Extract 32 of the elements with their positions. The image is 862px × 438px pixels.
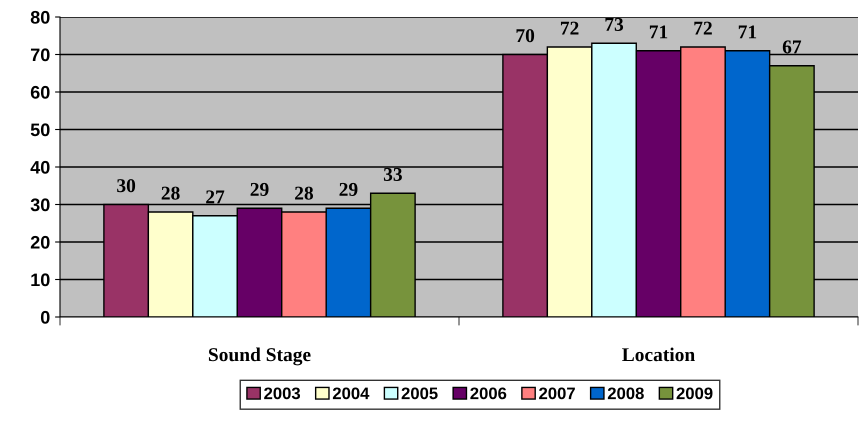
legend-label: 2006 — [470, 387, 506, 400]
data-label: 72 — [560, 22, 578, 35]
y-tick-label: 0 — [40, 310, 50, 324]
data-label: 28 — [162, 186, 180, 200]
y-tick-label: 40 — [30, 160, 50, 174]
data-label: 29 — [250, 182, 269, 196]
x-tick-label: Location — [622, 348, 695, 362]
data-label: 33 — [384, 168, 402, 181]
y-tick-label: 30 — [30, 198, 50, 212]
y-tick-label: 70 — [30, 48, 50, 62]
data-label: 73 — [605, 18, 624, 31]
legend-label: 2004 — [332, 387, 370, 400]
y-tick-label: 80 — [30, 10, 50, 24]
x-tick-label: Sound Stage — [208, 348, 311, 366]
data-label: 71 — [738, 25, 756, 38]
data-label: 28 — [295, 186, 314, 200]
data-label: 27 — [206, 190, 224, 204]
data-label: 30 — [117, 179, 136, 192]
y-tick-label: 10 — [31, 273, 50, 286]
y-tick-label: 60 — [30, 86, 50, 99]
legend-label: 2007 — [539, 387, 575, 400]
data-label: 72 — [694, 22, 712, 35]
legend-label: 2009 — [676, 387, 712, 400]
legend-label: 2005 — [402, 387, 438, 400]
data-label: 71 — [650, 25, 668, 38]
legend-label: 2008 — [608, 387, 644, 400]
legend-label: 2003 — [264, 387, 300, 400]
y-tick-label: 50 — [30, 123, 50, 136]
data-label: 67 — [782, 40, 802, 54]
data-label: 29 — [340, 182, 358, 196]
data-label: 70 — [516, 29, 534, 42]
y-tick-label: 20 — [30, 236, 50, 249]
